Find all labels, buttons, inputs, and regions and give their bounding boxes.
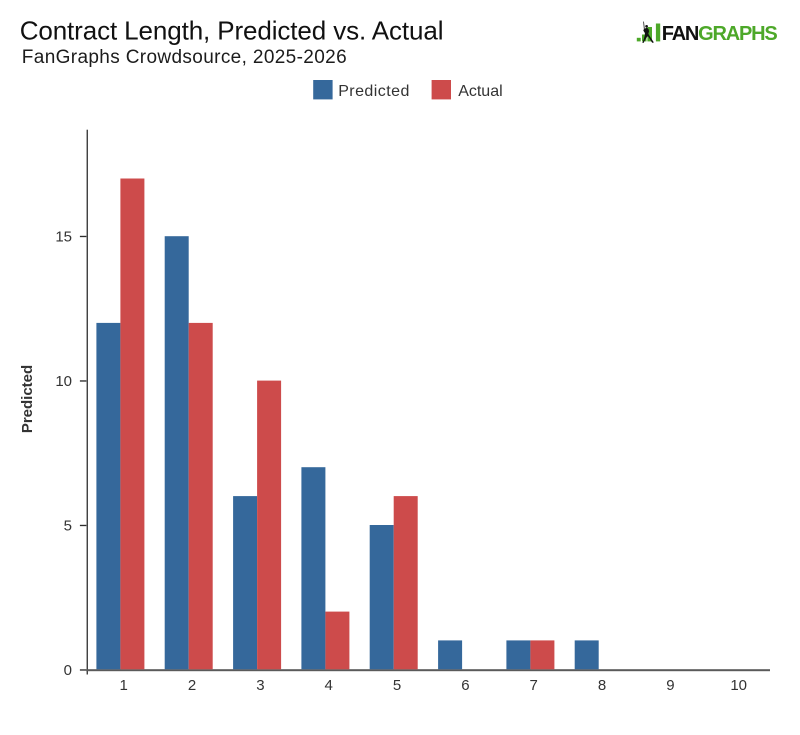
svg-text:FANGRAPHS: FANGRAPHS [662,23,778,45]
svg-text:FanGraphs Crowdsource, 2025-20: FanGraphs Crowdsource, 2025-2026 [22,47,347,68]
svg-text:6: 6 [461,677,469,694]
svg-text:9: 9 [666,677,674,694]
svg-text:15: 15 [55,229,72,246]
svg-text:5: 5 [64,518,72,535]
svg-text:8: 8 [598,677,606,694]
svg-text:4: 4 [325,677,333,694]
svg-text:5: 5 [393,677,401,694]
svg-text:Contract Length, Predicted vs.: Contract Length, Predicted vs. Actual [20,16,444,46]
svg-text:Predicted: Predicted [19,365,36,433]
svg-text:Predicted: Predicted [338,83,410,100]
svg-text:1: 1 [120,677,128,694]
svg-text:Actual: Actual [458,83,502,100]
svg-text:3: 3 [256,677,264,694]
svg-text:2: 2 [188,677,196,694]
svg-text:7: 7 [530,677,538,694]
svg-text:0: 0 [64,662,72,679]
svg-text:10: 10 [55,373,72,390]
svg-text:10: 10 [730,677,747,694]
